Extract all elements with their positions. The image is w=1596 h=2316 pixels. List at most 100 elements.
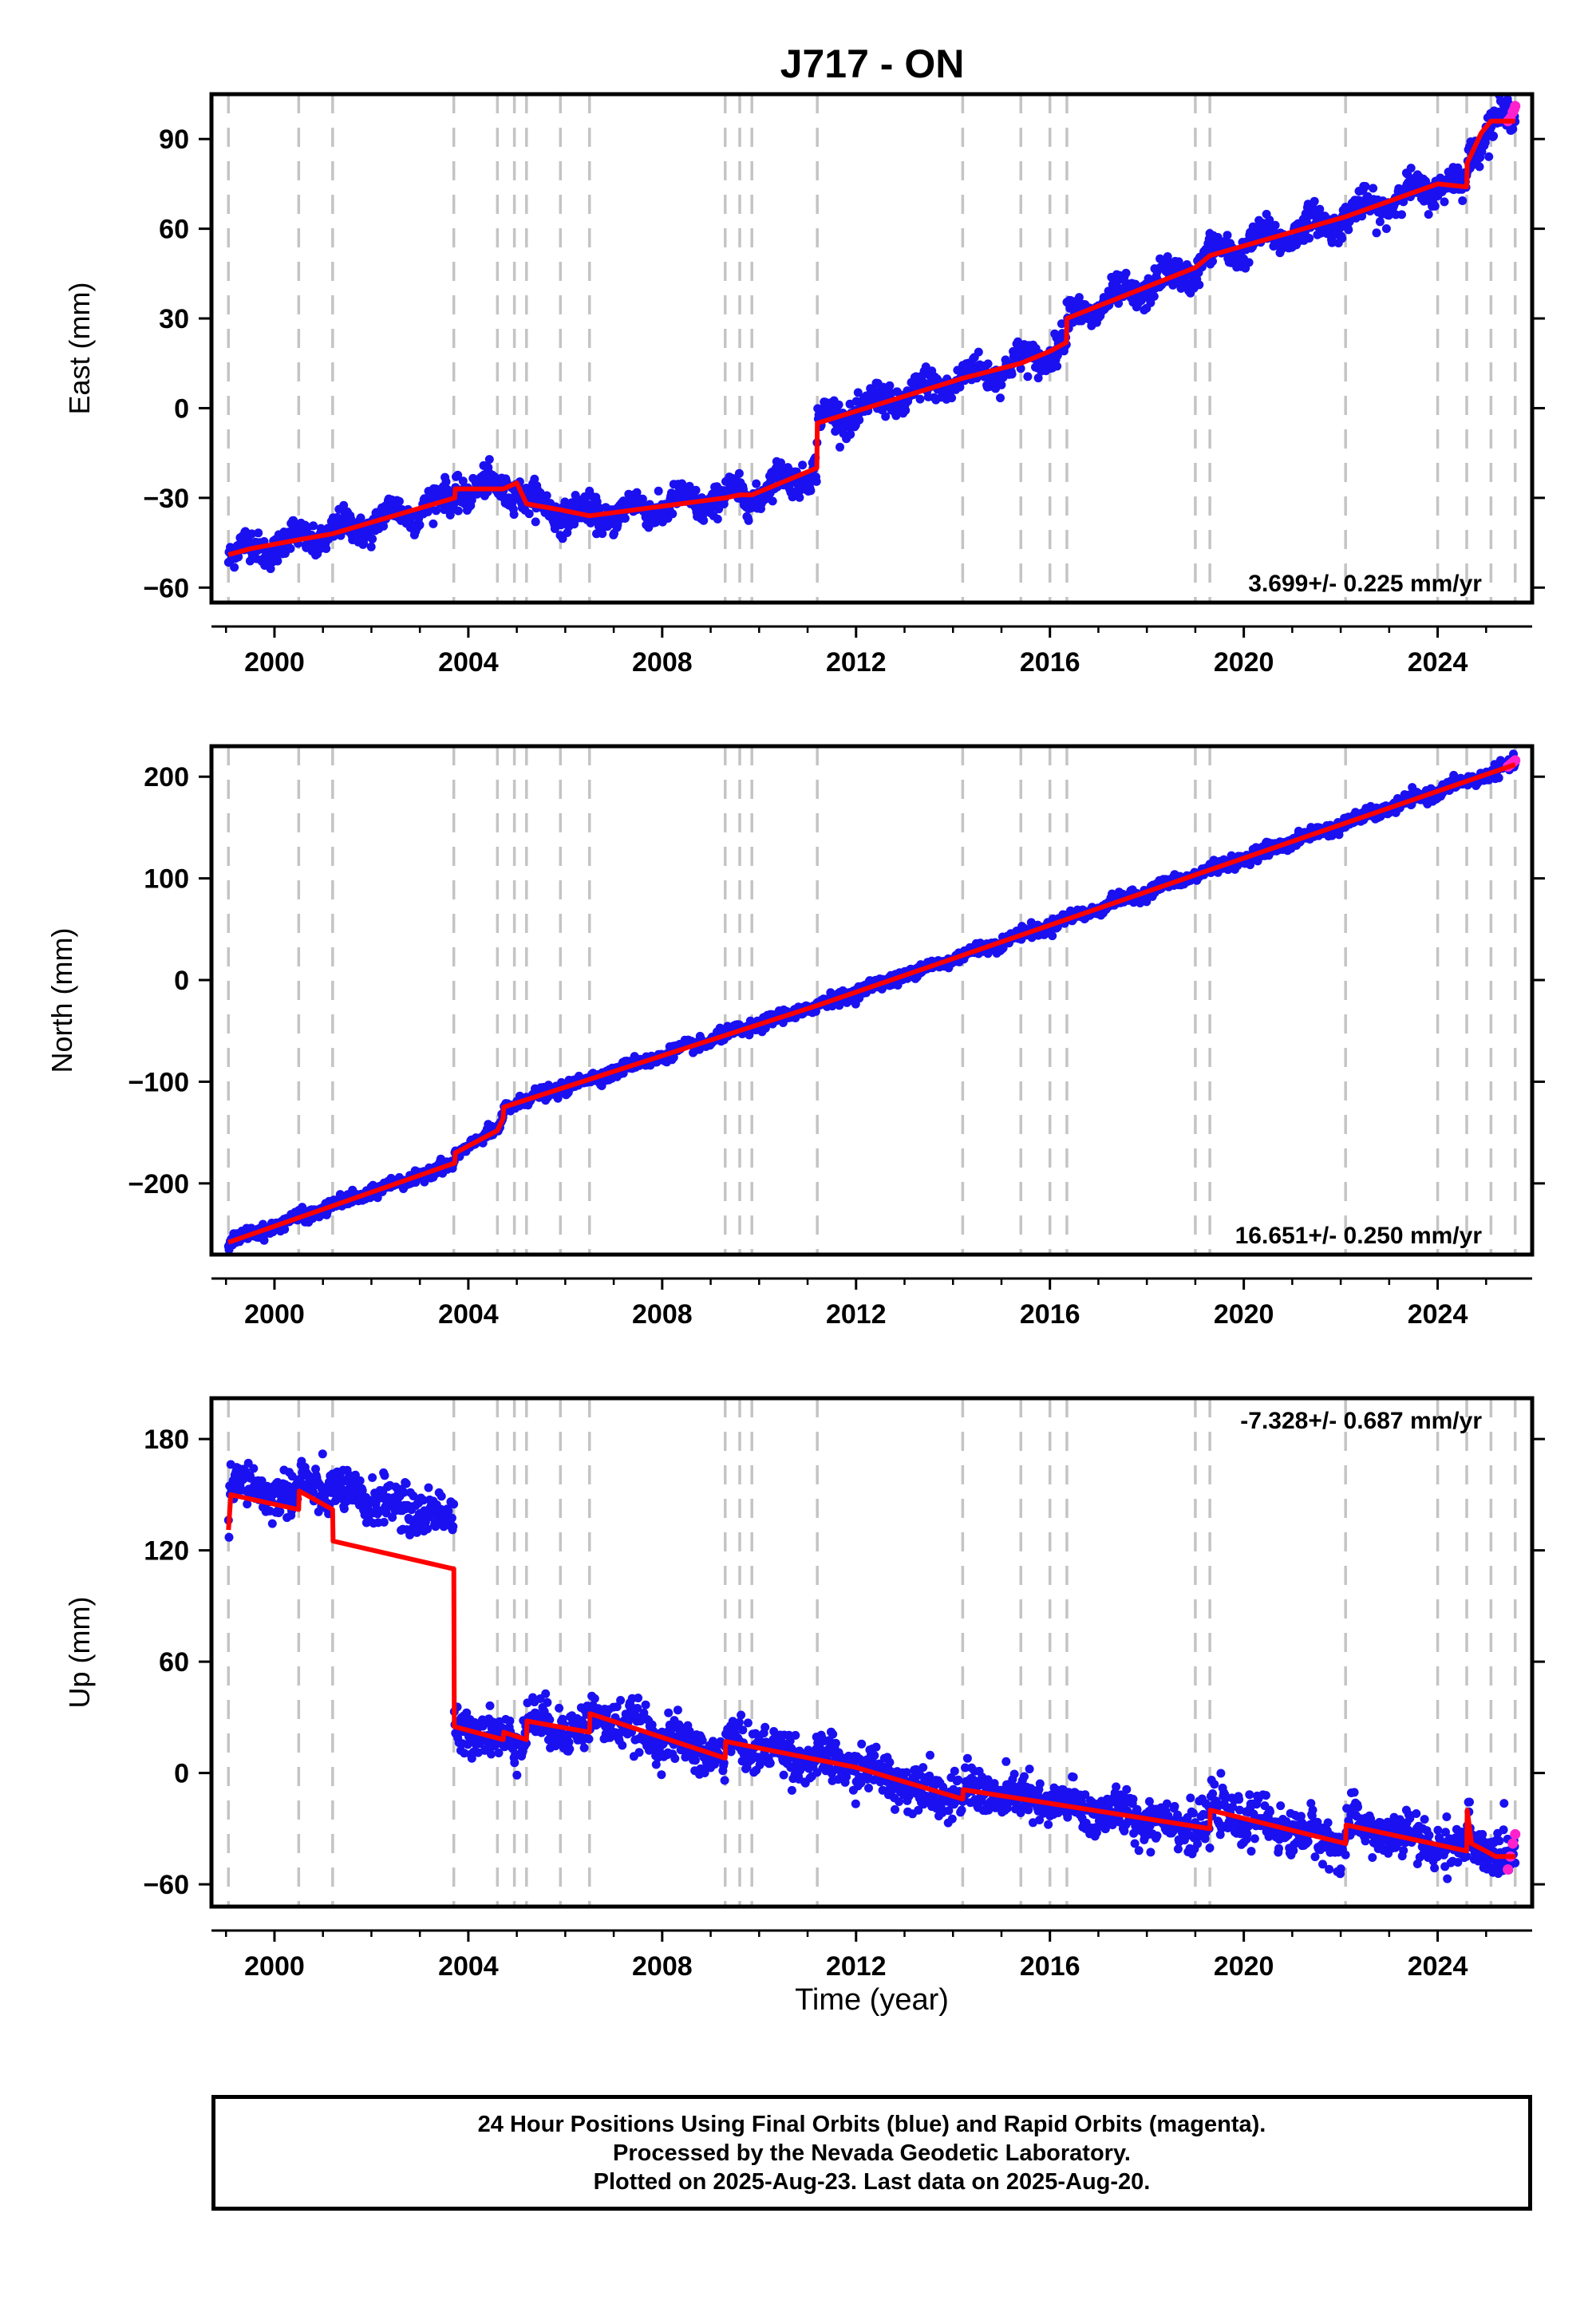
data-point bbox=[915, 394, 925, 404]
data-point bbox=[1244, 258, 1254, 267]
data-point bbox=[1195, 280, 1204, 290]
y-tick-label: 0 bbox=[174, 966, 189, 996]
data-point bbox=[795, 492, 804, 502]
data-point bbox=[1310, 196, 1319, 206]
data-point bbox=[974, 347, 983, 357]
data-point bbox=[1372, 228, 1381, 238]
data-point bbox=[418, 1496, 428, 1505]
data-point bbox=[458, 476, 468, 486]
chart-title: J717 - ON bbox=[780, 41, 965, 86]
data-point bbox=[620, 514, 630, 523]
data-point bbox=[638, 494, 647, 504]
data-point bbox=[432, 506, 441, 516]
x-tick-label: 2008 bbox=[632, 647, 693, 678]
x-tick-label: 2012 bbox=[826, 1299, 887, 1330]
east-y-axis-label: East (mm) bbox=[63, 283, 96, 415]
data-point bbox=[691, 485, 701, 495]
data-point bbox=[947, 393, 957, 403]
data-point bbox=[1337, 234, 1347, 243]
data-point bbox=[798, 460, 808, 470]
data-point bbox=[592, 497, 602, 507]
data-point bbox=[1023, 372, 1033, 381]
data-point bbox=[1057, 319, 1066, 329]
data-point bbox=[713, 514, 722, 524]
east-rate-label: 3.699+/- 0.225 mm/yr bbox=[1248, 571, 1482, 597]
data-point bbox=[380, 1471, 389, 1480]
data-point bbox=[373, 1193, 382, 1203]
data-point bbox=[1146, 298, 1156, 307]
data-point bbox=[1424, 210, 1433, 219]
data-point bbox=[243, 1500, 252, 1509]
data-point bbox=[901, 405, 911, 415]
data-point bbox=[812, 1006, 820, 1016]
data-point bbox=[230, 563, 239, 572]
data-point bbox=[267, 1519, 277, 1528]
data-point bbox=[379, 521, 389, 531]
data-point bbox=[1484, 152, 1494, 161]
y-tick-label: 60 bbox=[159, 215, 189, 245]
data-point bbox=[1208, 256, 1218, 266]
north-y-axis-label: North (mm) bbox=[45, 928, 78, 1073]
data-point bbox=[388, 1512, 397, 1522]
data-point bbox=[318, 1449, 327, 1459]
data-point bbox=[437, 1492, 446, 1501]
data-point bbox=[1149, 291, 1159, 301]
data-point bbox=[632, 488, 642, 497]
data-point bbox=[257, 1476, 267, 1485]
y-tick-label: −60 bbox=[143, 573, 189, 603]
data-point bbox=[881, 412, 891, 421]
data-point bbox=[249, 1464, 259, 1473]
data-point bbox=[275, 1507, 285, 1516]
x-tick-label: 2016 bbox=[1020, 647, 1080, 678]
data-point bbox=[266, 564, 275, 574]
data-point bbox=[247, 529, 257, 539]
data-point bbox=[358, 1486, 367, 1496]
east-panel: 2000 2004 2008 2012 2016 2020 2024−60−30030609… bbox=[63, 92, 1545, 678]
data-point bbox=[366, 542, 376, 551]
data-point bbox=[1223, 231, 1232, 240]
data-point bbox=[286, 543, 295, 553]
data-point bbox=[444, 1506, 453, 1516]
data-point bbox=[1397, 210, 1406, 219]
x-tick-label: 2016 bbox=[1020, 1299, 1080, 1330]
x-tick-label: 2004 bbox=[438, 647, 499, 678]
data-point bbox=[280, 1224, 290, 1234]
data-point bbox=[1074, 293, 1084, 302]
data-point bbox=[744, 516, 753, 525]
data-point bbox=[1053, 362, 1062, 371]
data-point bbox=[885, 381, 895, 390]
y-tick-label: −30 bbox=[143, 484, 189, 514]
data-point bbox=[322, 544, 331, 553]
data-point bbox=[448, 1522, 458, 1531]
east-event-lines bbox=[227, 94, 1517, 603]
up-panel: 2000 2004 2008 2012 2016 2020 2024−60060120180… bbox=[63, 1396, 1545, 2017]
data-point bbox=[368, 534, 377, 543]
data-point bbox=[654, 486, 663, 496]
y-tick-label: 200 bbox=[144, 762, 189, 792]
data-point bbox=[524, 509, 534, 519]
x-tick-label: 2024 bbox=[1408, 647, 1468, 678]
data-point bbox=[287, 1472, 297, 1481]
data-point bbox=[570, 520, 579, 529]
north-final-orbit-points bbox=[223, 749, 1520, 1255]
data-point bbox=[1458, 196, 1468, 205]
north-plot-frame bbox=[209, 744, 1535, 1257]
data-point bbox=[453, 506, 463, 516]
data-point bbox=[509, 510, 519, 520]
data-point bbox=[447, 1513, 456, 1523]
y-tick-label: 30 bbox=[159, 304, 189, 334]
data-point bbox=[983, 359, 993, 369]
data-point bbox=[853, 388, 863, 397]
data-point bbox=[598, 529, 607, 539]
y-tick-label: 0 bbox=[174, 393, 189, 424]
north-panel: 2000 2004 2008 2012 2016 2020 2024−200−1000100… bbox=[45, 744, 1545, 1330]
x-tick-label: 2000 bbox=[244, 1299, 305, 1330]
data-point bbox=[699, 516, 709, 525]
x-tick-label: 2004 bbox=[438, 1299, 499, 1330]
data-point bbox=[449, 1500, 459, 1509]
data-point bbox=[339, 1504, 349, 1513]
data-point bbox=[1494, 773, 1503, 783]
data-point bbox=[1327, 238, 1337, 247]
data-point bbox=[1440, 197, 1449, 207]
